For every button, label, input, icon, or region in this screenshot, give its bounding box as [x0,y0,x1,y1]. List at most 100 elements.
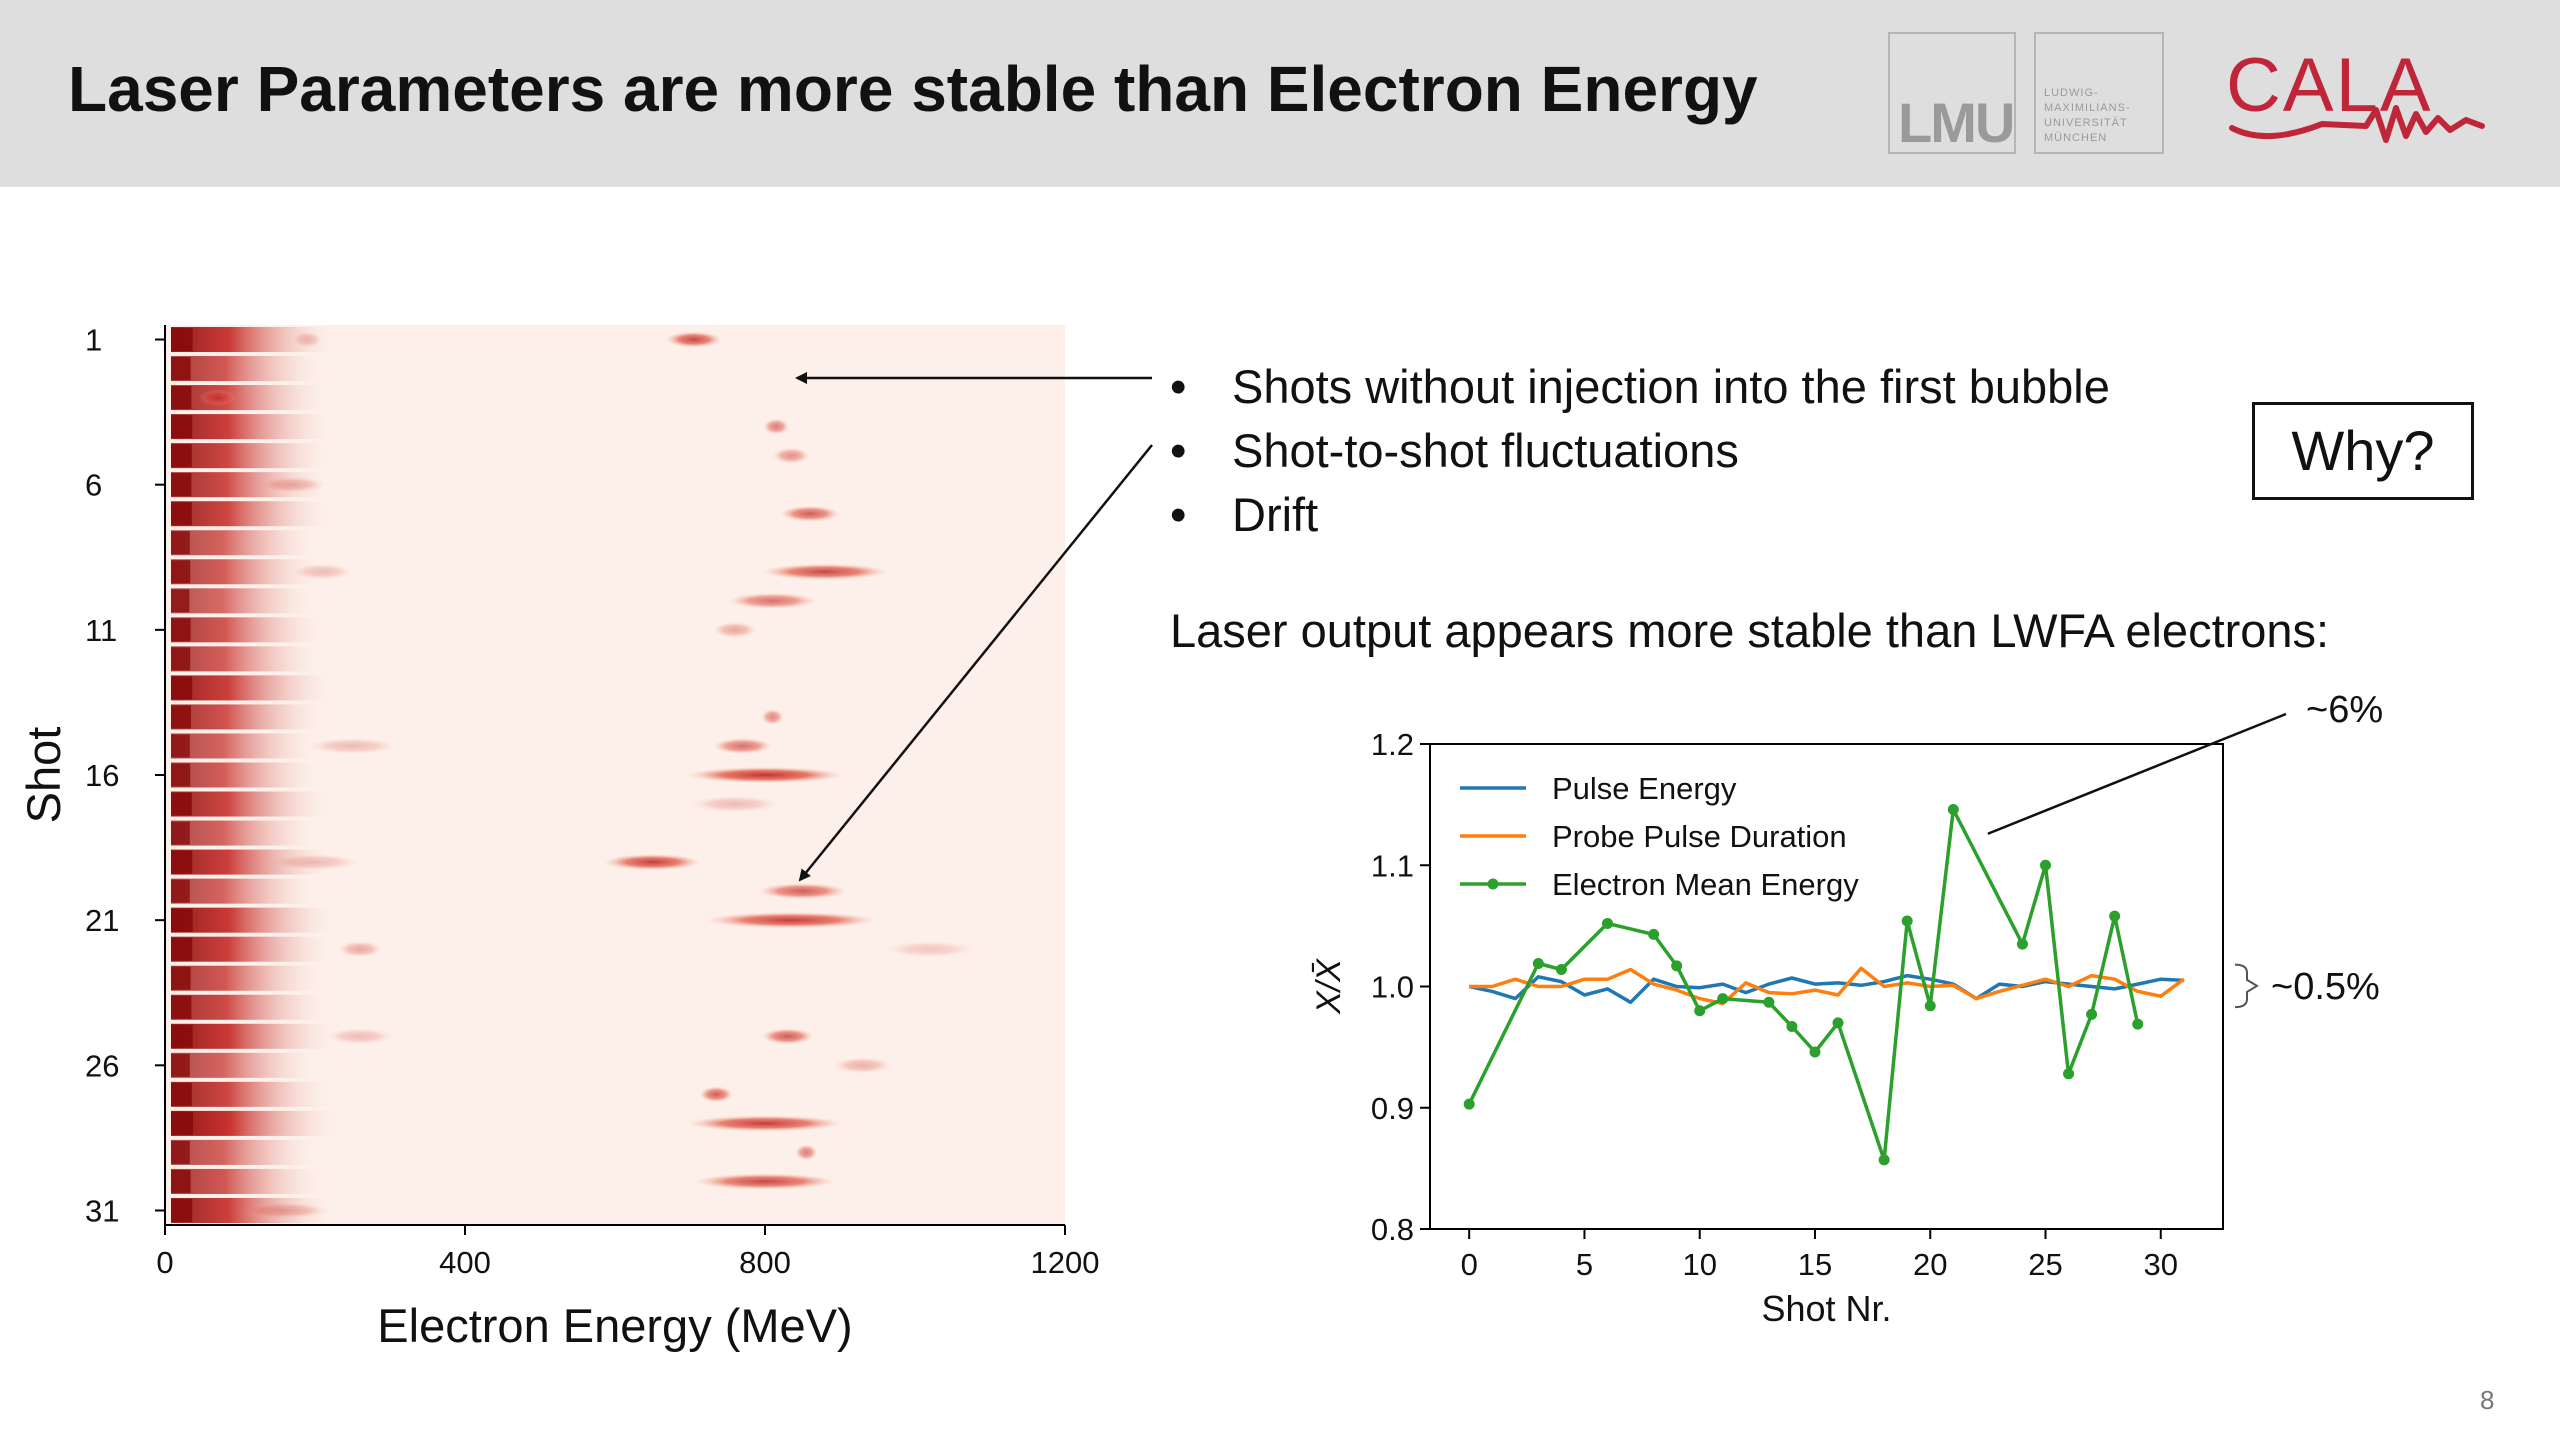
lmu-logo-university-name: LUDWIG- MAXIMILIANS- UNIVERSITÄT MÜNCHEN [2044,87,2131,144]
heatmap-x-tick-label: 0 [156,1245,173,1280]
low-energy-band [171,588,319,614]
spectral-peak [690,795,780,813]
spectral-peak [258,476,327,493]
spectral-peak [772,447,810,464]
low-energy-band [171,994,331,1020]
low-energy-core [171,937,193,961]
series-point [2039,859,2051,871]
series-point [1901,915,1913,927]
page-number: 8 [2480,1385,2495,1415]
low-energy-band [171,936,336,962]
spectral-peak [240,1202,330,1219]
cala-wave-icon [2229,105,2485,143]
low-energy-core [171,647,191,671]
low-energy-core [171,560,191,584]
bullet-item-fluctuations: • Shot-to-shot fluctuations [1170,419,2110,483]
x-tick-label: 15 [1798,1247,1832,1282]
series-point [1809,1046,1821,1058]
low-energy-core [171,444,192,468]
low-energy-band [171,501,334,527]
cala-logo: CALA [2226,36,2486,156]
series-point [1878,1154,1890,1166]
heatmap-x-tick-label: 400 [439,1245,491,1280]
low-energy-band [171,733,321,759]
heatmap-x-axis-label: Electron Energy (MeV) [377,1299,852,1352]
heatmap-x-tick-label: 1200 [1031,1245,1100,1280]
spectral-peak [832,1057,893,1074]
series-point [1924,1000,1936,1012]
stability-line-chart: 0 5 10 15 20 25 30 0.8 0.9 1.0 1.1 1.2 Shot Nr. X/X̄ P… [1310,689,2383,1329]
low-energy-band [171,530,321,556]
low-energy-band [171,704,329,730]
low-energy-core [171,618,191,642]
low-energy-core [171,1198,193,1222]
low-energy-band [171,1023,339,1049]
series-point [1763,996,1775,1008]
low-energy-band [171,646,324,672]
y-tick-label: 1.2 [1371,727,1414,762]
x-tick-label: 10 [1682,1247,1716,1282]
series-point [2132,1018,2144,1030]
series-point [1694,1005,1706,1017]
low-energy-core [171,821,190,845]
heatmap-y-tick-label: 16 [85,758,119,793]
low-energy-band [171,1081,334,1107]
x-tick-label: 20 [1913,1247,1947,1282]
low-energy-band [171,1110,341,1136]
bullet-list: • Shots without injection into the first… [1170,355,2110,547]
low-energy-band [171,617,326,643]
low-energy-band [171,878,321,904]
spectral-peak [686,1115,844,1132]
spectral-peak [693,1173,837,1190]
low-energy-band [171,1168,326,1194]
low-energy-core [171,1082,192,1106]
series-line [1467,807,2140,1162]
stability-line-chart-panel: 0 5 10 15 20 25 30 0.8 0.9 1.0 1.1 1.2 Shot Nr. X/X̄ P… [1290,680,2550,1340]
bullet-text: Shots without injection into the first b… [1232,360,2110,413]
series-point [1671,960,1683,972]
x-tick-label: 30 [2144,1247,2178,1282]
legend-marker [1487,878,1499,890]
series-point [1555,964,1567,976]
spectral-peak [699,1086,734,1103]
series-point [1832,1017,1844,1029]
spectral-peak [761,1028,814,1045]
low-energy-core [171,328,193,352]
series-point [1947,803,1959,815]
spectral-peak [763,418,790,435]
spectral-peak [727,592,818,609]
x-tick-label: 0 [1461,1247,1478,1282]
laser-variation-brace [2234,963,2259,1009]
low-energy-core [171,386,192,410]
spectral-peak [705,912,878,929]
y-tick-label: 0.9 [1371,1091,1414,1126]
series-point [2016,938,2028,950]
spectral-peak [885,941,975,958]
spectral-peak [712,737,773,755]
heatmap-y-tick-label: 6 [85,468,102,503]
y-tick-label: 1.1 [1371,848,1414,883]
low-energy-core [171,995,192,1019]
lmu-logo-letters-box: LMU [1888,32,2016,154]
spectral-peak [757,883,848,900]
spectral-peak [665,331,722,348]
low-energy-core [171,1111,193,1135]
y-tick-label: 1.0 [1371,970,1414,1005]
spectral-peak [337,941,383,958]
low-energy-band [171,1052,321,1078]
bullet-dot: • [1170,360,1187,413]
low-energy-core [171,879,190,903]
heatmap-x-tick-label: 800 [739,1245,791,1280]
heatmap-y-tick-label: 31 [85,1193,119,1228]
spectral-peak [270,853,360,871]
low-energy-core [171,734,190,758]
low-energy-band [171,1139,321,1165]
low-energy-core [171,792,192,816]
series-point [2109,910,2121,922]
heatmap-y-tick-label: 26 [85,1048,119,1083]
low-energy-band [171,907,339,933]
low-energy-band [171,762,324,788]
low-energy-band [171,356,326,382]
bullet-item-no-injection: • Shots without injection into the first… [1170,355,2110,419]
low-energy-core [171,908,193,932]
